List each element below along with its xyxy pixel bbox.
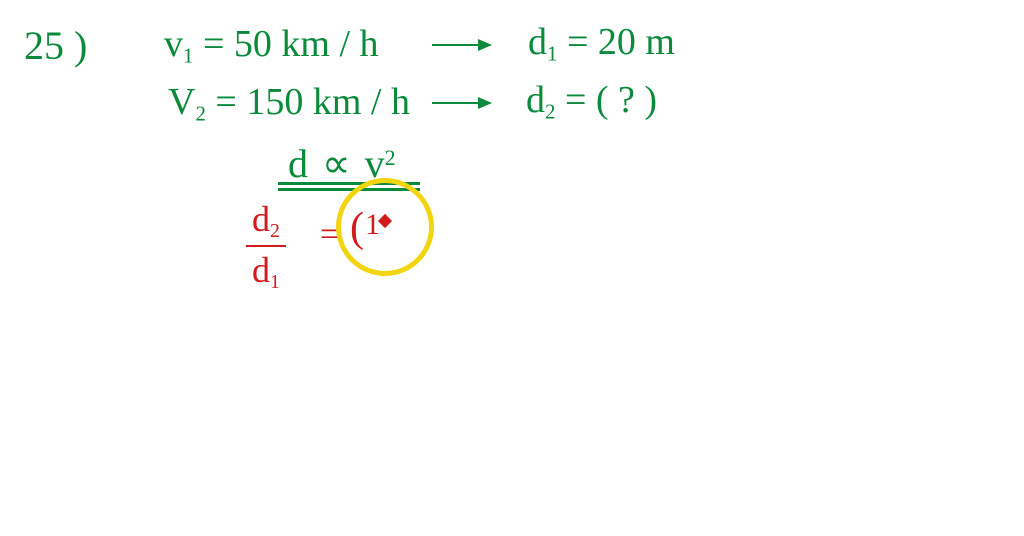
line2-d: d2 = ( ? ) (526, 78, 657, 124)
whiteboard-canvas: 25 ) v1 = 50 km / h d1 = 20 m V2 = 150 k… (0, 0, 1024, 536)
d2-subscript: 2 (545, 99, 555, 123)
v1-subscript: 1 (183, 43, 193, 67)
line1-d: d1 = 20 m (528, 20, 675, 66)
problem-number: 25 ) (24, 22, 87, 69)
d1-label: d (528, 21, 547, 63)
ratio-fraction: d2 d1 (246, 198, 286, 294)
line1-v: v1 = 50 km / h (164, 22, 379, 68)
arrow-icon (432, 44, 490, 46)
d1-subscript: 1 (547, 41, 557, 65)
v1-value: = 50 km / h (203, 23, 379, 65)
d1-value: = 20 m (567, 21, 675, 63)
v2-subscript: 2 (195, 101, 205, 125)
line2-v: V2 = 150 km / h (168, 80, 410, 126)
fraction: d2 d1 (246, 198, 286, 294)
proportional-symbol: ∝ (318, 141, 355, 186)
fraction-numerator: d2 (246, 198, 286, 245)
den-label: d (252, 250, 270, 290)
arrow-icon (432, 102, 490, 104)
highlight-circle (336, 178, 434, 276)
d2-value: = ( ? ) (565, 79, 657, 121)
fraction-denominator: d1 (246, 245, 286, 294)
num-label: d (252, 199, 270, 239)
d2-label: d (526, 79, 545, 121)
num-sub: 2 (270, 220, 280, 242)
prop-lhs: d (288, 141, 308, 186)
v2-label: V (168, 81, 195, 123)
den-sub: 1 (270, 271, 280, 293)
prop-exponent: 2 (385, 145, 396, 170)
v1-label: v (164, 23, 183, 65)
v2-value: = 150 km / h (215, 81, 410, 123)
